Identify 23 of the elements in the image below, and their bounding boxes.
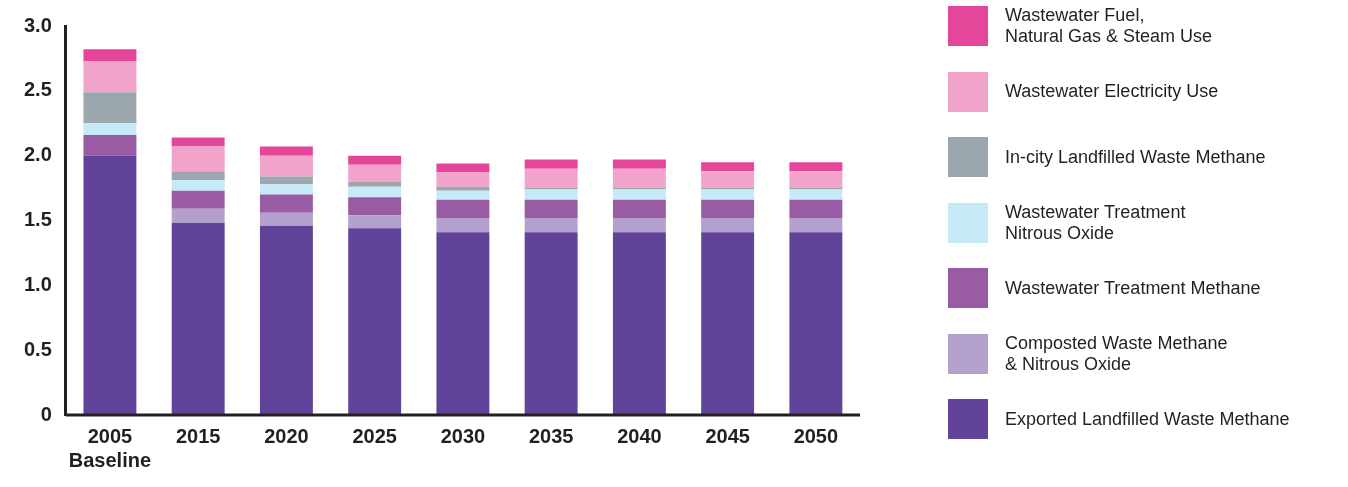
x-tick-label: 2005 Baseline [68,424,152,471]
x-tick-label: 2025 [352,424,397,447]
legend-label: Wastewater Fuel, Natural Gas & Steam Use [1005,5,1213,47]
legend-label: Wastewater Treatment Methane [1005,277,1261,299]
x-tick-label: 2040 [617,424,662,447]
legend-label: Composted Waste Methane & Nitrous Oxide [1005,332,1228,375]
y-tick-label: 1.0 [23,272,52,295]
x-tick-label: 2045 [705,424,750,447]
x-tick-label: 2015 [175,424,221,447]
x-tick-label: 2035 [528,424,574,447]
x-tick-label: 2020 [264,424,309,447]
legend-label: Wastewater Treatment Nitrous Oxide [1005,201,1186,244]
legend-label: Wastewater Electricity Use [1005,81,1219,102]
y-tick-label: 2.0 [23,143,52,166]
y-tick-label: 2.5 [23,78,52,101]
legend-label: In-city Landfilled Waste Methane [1005,146,1266,168]
y-tick-label: 3.0 [23,13,52,36]
x-tick-label: 2050 [793,424,839,447]
y-tick-label: 0.5 [23,337,52,360]
y-tick-label: 1.5 [23,208,52,231]
y-tick-label: 0 [40,402,52,425]
legend-label: Exported Landfilled Waste Methane [1005,408,1290,430]
x-tick-label: 2030 [440,424,486,447]
